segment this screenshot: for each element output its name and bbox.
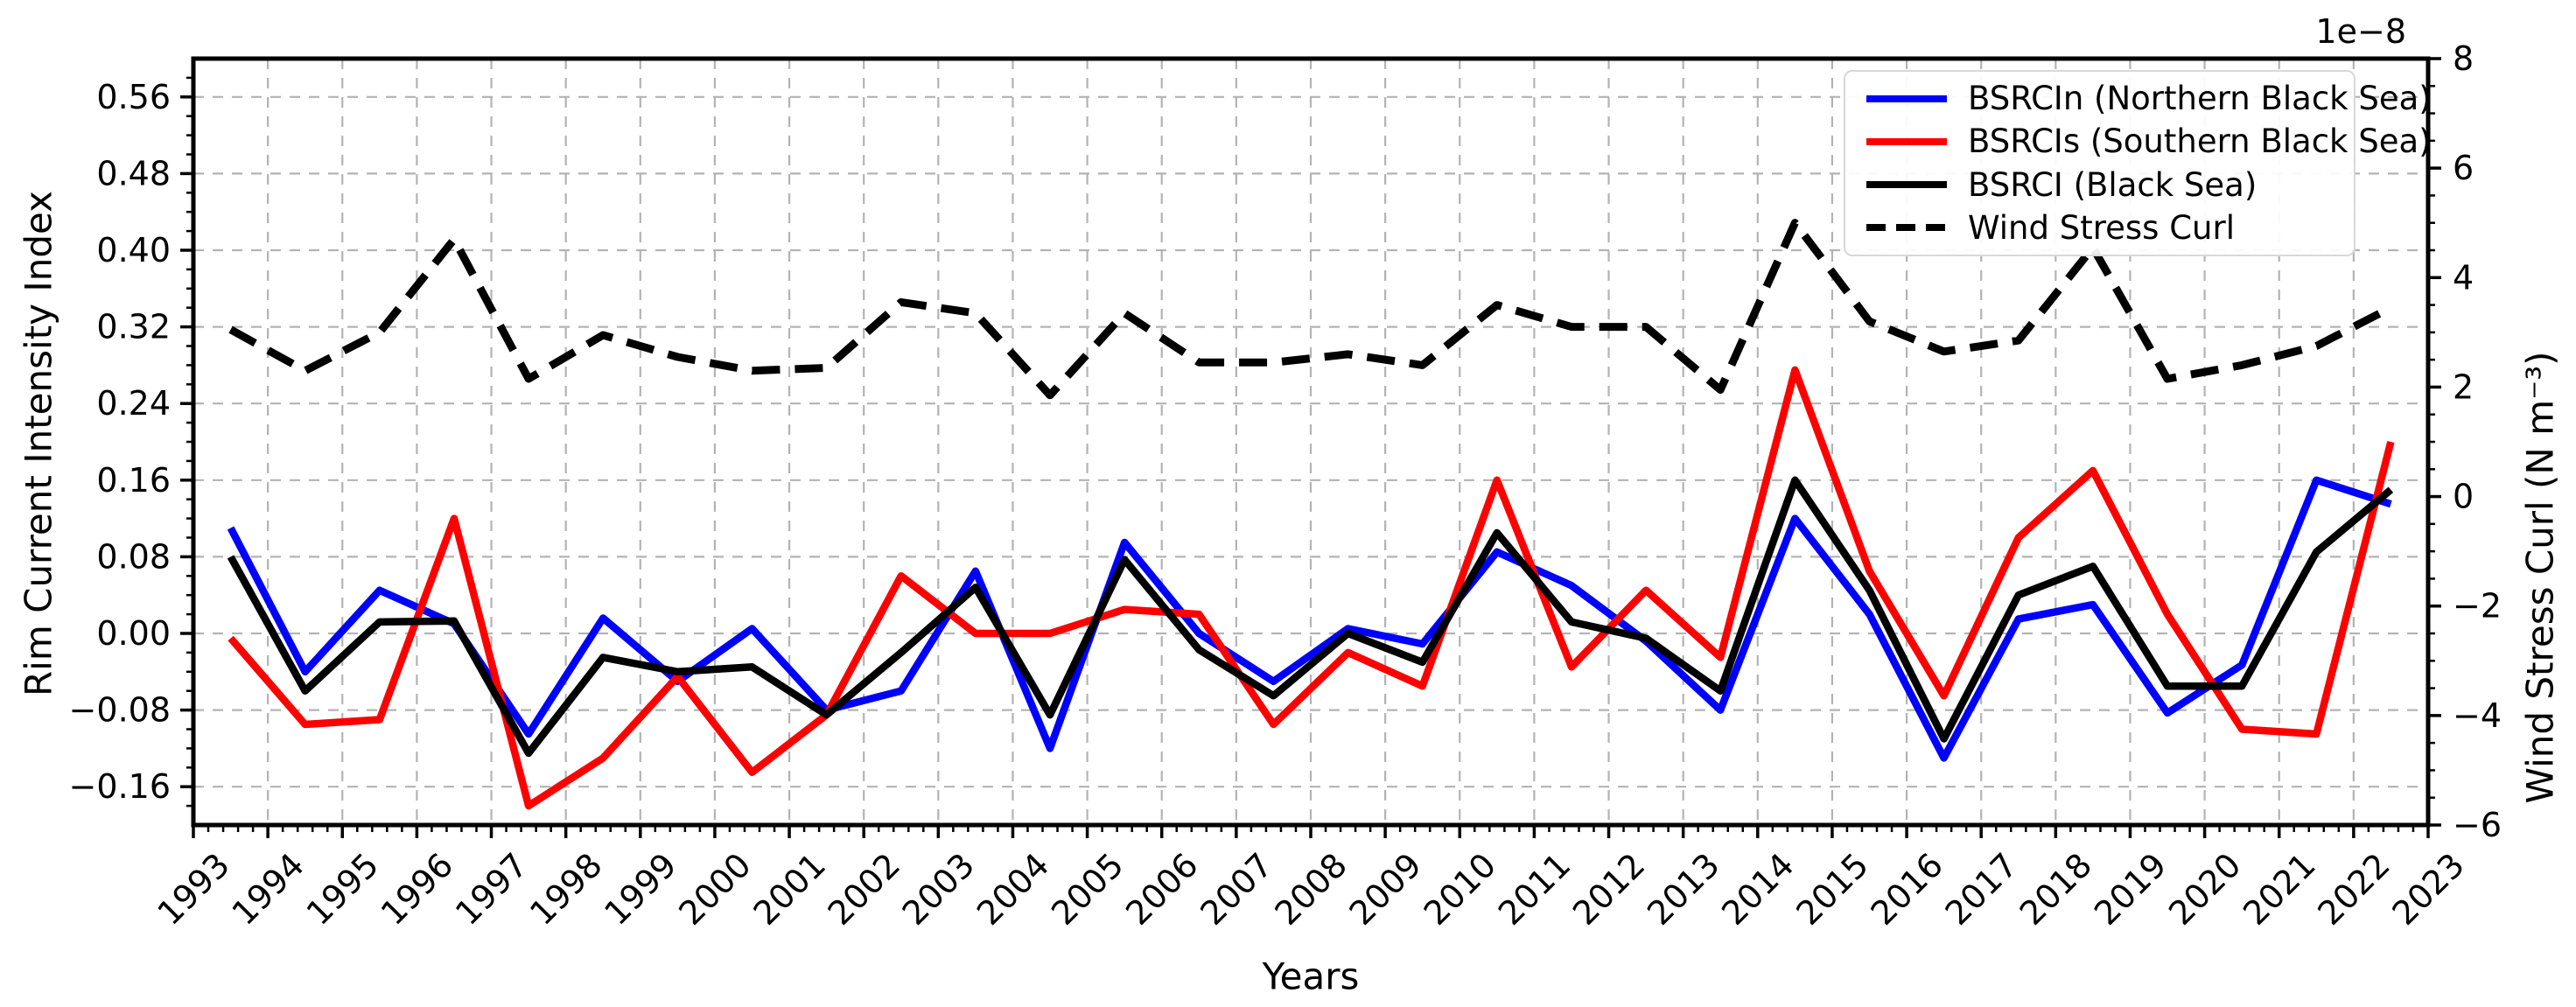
- series-line-bsrcin: [227, 476, 2392, 762]
- y-left-tick-label: 0.08: [96, 537, 171, 576]
- legend-item-bsrcin: BSRCIn (Northern Black Sea): [1845, 77, 2432, 120]
- series-line-bsrci: [227, 476, 2394, 758]
- series-line-wind: [228, 219, 2393, 400]
- x-tick-label: 2000: [671, 845, 759, 933]
- y-right-tick-label: 4: [2453, 258, 2474, 297]
- x-tick-label: 2009: [1342, 845, 1430, 933]
- y-left-tick-label: 0.00: [96, 614, 171, 653]
- data-series: [227, 219, 2395, 810]
- y-right-tick-label: −2: [2453, 587, 2502, 626]
- x-tick-label: 2019: [2087, 845, 2174, 933]
- x-tick-label: 2007: [1193, 845, 1280, 933]
- legend-label: Wind Stress Curl: [1968, 208, 2235, 247]
- x-tick-label: 1998: [522, 845, 610, 933]
- y-left-tick-label: 0.32: [96, 308, 171, 346]
- y-axis-title-left: Rim Current Intensity Index: [17, 191, 60, 696]
- y-right-tick-label: 0: [2453, 478, 2474, 516]
- x-tick-label: 1995: [299, 845, 387, 933]
- y-right-tick-label: 2: [2453, 367, 2474, 406]
- x-tick-label: 2011: [1491, 845, 1578, 933]
- y-left-tick-label: 0.40: [96, 231, 171, 269]
- legend-item-wind-stress-curl: Wind Stress Curl: [1845, 206, 2354, 249]
- x-tick-label: 2016: [1864, 845, 1951, 933]
- y-left-tick-label: 0.16: [96, 461, 171, 500]
- y-left-tick-label: −0.08: [69, 691, 171, 730]
- x-tick-label: 1999: [597, 845, 684, 933]
- x-tick-label: 2015: [1788, 845, 1876, 933]
- y-left-tick-label: 0.48: [96, 154, 171, 192]
- series-line-bsrcis: [228, 366, 2395, 810]
- legend-line-sample-bsrci: [1866, 181, 1947, 189]
- y-right-tick-label: 6: [2453, 149, 2474, 187]
- x-tick-label: 2010: [1417, 845, 1504, 933]
- x-tick-label: 2020: [2161, 845, 2249, 933]
- legend-label: BSRCI (Black Sea): [1968, 165, 2258, 204]
- legend-label: BSRCIs (Southern Black Sea): [1968, 122, 2432, 161]
- x-tick-label: 2004: [970, 845, 1057, 933]
- legend-box: BSRCIn (Northern Black Sea) BSRCIs (Sout…: [1844, 70, 2432, 256]
- axes-spines: [191, 56, 2431, 828]
- x-tick-label: 2003: [895, 845, 983, 933]
- y-axis-title-right: Wind Stress Curl (N m⁻³): [2518, 351, 2562, 804]
- x-tick-label: 1993: [150, 845, 237, 933]
- y-right-tick-label: −6: [2453, 806, 2502, 844]
- x-tick-label: 2018: [2012, 845, 2100, 933]
- x-tick-label: 2005: [1044, 845, 1131, 933]
- legend-item-bsrci: BSRCI (Black Sea): [1845, 164, 2354, 206]
- y-left-tick-label: 0.24: [96, 384, 171, 423]
- x-tick-label: 1996: [374, 845, 461, 933]
- y-left-tick-label: 0.56: [96, 78, 171, 116]
- x-tick-label: 2014: [1714, 845, 1802, 933]
- x-tick-label: 1997: [448, 845, 536, 933]
- x-tick-label: 2021: [2236, 845, 2323, 933]
- legend-item-bsrcis: BSRCIs (Southern Black Sea): [1845, 120, 2432, 163]
- x-tick-label: 2002: [821, 845, 908, 933]
- legend-label: BSRCIn (Northern Black Sea): [1968, 80, 2432, 118]
- x-axis-title: Years: [1262, 955, 1360, 998]
- x-tick-label: 2013: [1640, 845, 1727, 933]
- right-axis-offset-text: 1e−8: [2315, 12, 2406, 51]
- y-right-tick-label: 8: [2453, 39, 2474, 78]
- x-tick-label: 1994: [225, 845, 312, 933]
- legend-line-sample-bsrcin: [1866, 94, 1947, 102]
- x-tick-label: 2008: [1267, 845, 1354, 933]
- y-left-tick-label: −0.16: [69, 767, 171, 806]
- x-tick-label: 2001: [746, 845, 834, 933]
- x-tick-label: 2023: [2384, 845, 2472, 933]
- x-tick-label: 2012: [1565, 845, 1653, 933]
- x-tick-label: 2006: [1118, 845, 1206, 933]
- legend-line-sample-bsrcis: [1866, 137, 1947, 145]
- x-tick-label: 2022: [2310, 845, 2398, 933]
- x-tick-label: 2017: [1938, 845, 2026, 933]
- legend-dash-sample-wind-stress-curl: [1866, 224, 1947, 232]
- y-right-tick-label: −4: [2453, 696, 2502, 735]
